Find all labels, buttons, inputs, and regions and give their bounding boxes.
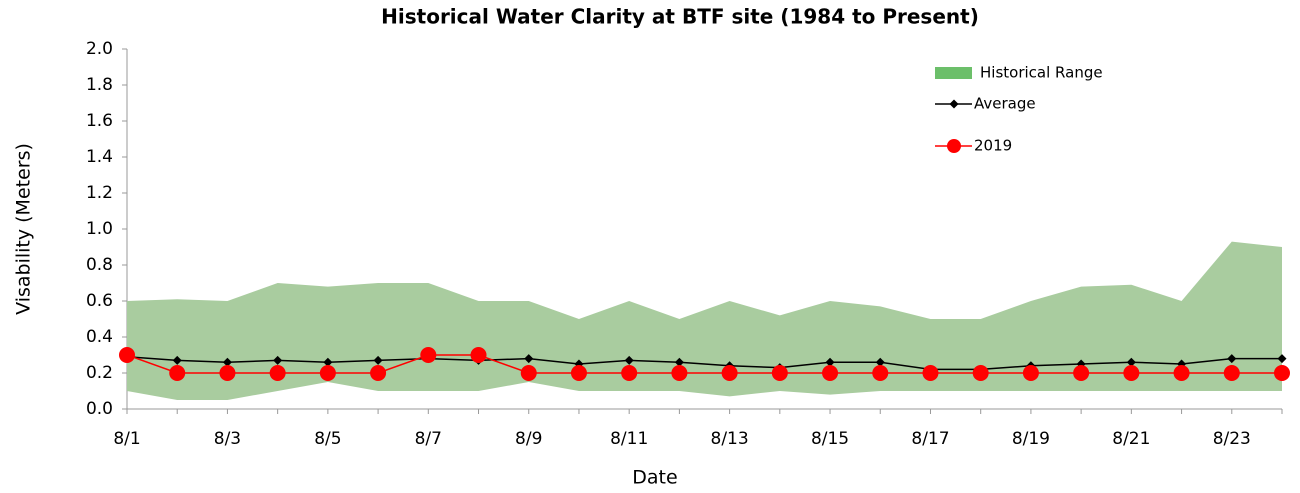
point xyxy=(319,365,336,381)
point xyxy=(1274,365,1290,381)
legend-label: Average xyxy=(974,95,1036,113)
point xyxy=(169,365,186,381)
y-tick-label: 0.2 xyxy=(86,363,113,383)
y-tick-label: 0.8 xyxy=(86,255,113,275)
y-tick-label: 0.4 xyxy=(86,327,113,347)
series-line xyxy=(126,354,1282,374)
point xyxy=(222,357,232,367)
point xyxy=(771,365,788,381)
y-tick-label: 0.0 xyxy=(86,399,113,419)
chart-title: Historical Water Clarity at BTF site (19… xyxy=(381,5,979,29)
point xyxy=(624,355,634,365)
point xyxy=(1126,357,1136,367)
point xyxy=(420,347,437,363)
x-tick-label: 8/15 xyxy=(811,429,849,449)
point xyxy=(1022,365,1039,381)
point xyxy=(671,365,688,381)
point xyxy=(1173,365,1190,381)
point xyxy=(825,357,835,367)
point xyxy=(219,365,236,381)
x-tick-label: 8/7 xyxy=(415,429,442,449)
y-tick-label: 1.2 xyxy=(86,183,113,203)
x-tick-label: 8/23 xyxy=(1213,429,1251,449)
point xyxy=(373,355,383,365)
y-tick-label: 1.4 xyxy=(86,147,113,167)
legend-swatch xyxy=(935,67,972,79)
point xyxy=(269,365,286,381)
point xyxy=(621,365,638,381)
legend-marker xyxy=(947,139,961,153)
y-tick-label: 1.0 xyxy=(86,219,113,239)
x-tick-label: 8/1 xyxy=(113,429,140,449)
point xyxy=(323,357,333,367)
point xyxy=(1227,354,1237,364)
point xyxy=(875,357,885,367)
x-tick-label: 8/11 xyxy=(610,429,648,449)
legend-marker xyxy=(949,99,959,109)
legend-label: 2019 xyxy=(974,137,1012,155)
x-axis-title: Date xyxy=(632,467,677,489)
x-tick-label: 8/19 xyxy=(1012,429,1050,449)
point xyxy=(822,365,839,381)
point xyxy=(1223,365,1240,381)
point xyxy=(370,365,387,381)
point xyxy=(1123,365,1140,381)
series-line xyxy=(126,356,1282,371)
point xyxy=(922,365,939,381)
x-tick-label: 8/3 xyxy=(214,429,241,449)
point xyxy=(119,347,135,363)
y-axis-title: Visability (Meters) xyxy=(13,143,35,315)
y-tick-label: 2.0 xyxy=(86,39,113,59)
point xyxy=(1277,354,1287,364)
y-tick-label: 1.8 xyxy=(86,75,113,95)
point xyxy=(524,354,534,364)
x-tick-label: 8/9 xyxy=(515,429,542,449)
y-tick-label: 1.6 xyxy=(86,111,113,131)
range-area xyxy=(127,241,1282,400)
point xyxy=(520,365,537,381)
legend-label: Historical Range xyxy=(980,64,1103,82)
point xyxy=(872,365,889,381)
y-tick-label: 0.6 xyxy=(86,291,113,311)
x-tick-label: 8/13 xyxy=(711,429,749,449)
point xyxy=(570,365,587,381)
x-tick-label: 8/17 xyxy=(911,429,949,449)
point xyxy=(721,365,738,381)
x-tick-label: 8/5 xyxy=(314,429,341,449)
point xyxy=(674,357,684,367)
point xyxy=(470,347,487,363)
x-tick-label: 8/21 xyxy=(1112,429,1150,449)
point xyxy=(172,355,182,365)
point xyxy=(1073,365,1090,381)
point xyxy=(273,355,283,365)
point xyxy=(972,365,989,381)
